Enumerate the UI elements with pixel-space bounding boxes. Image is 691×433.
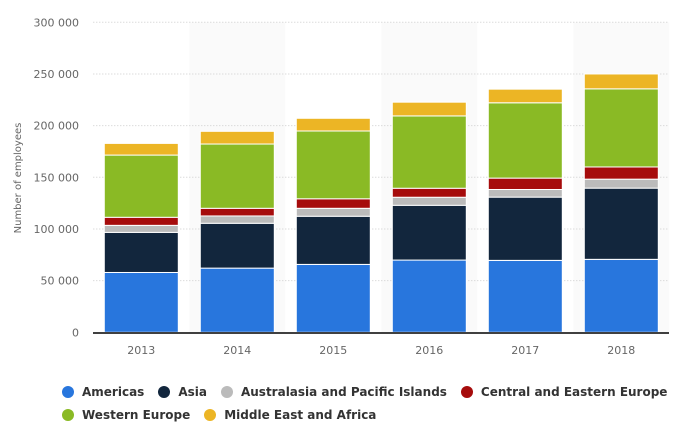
- legend-dot-icon: [220, 385, 233, 398]
- bar-segment-asia[interactable]: [295, 215, 371, 265]
- legend-item[interactable]: Central and Eastern Europe: [460, 384, 668, 399]
- bar-segment-americas[interactable]: [391, 259, 467, 333]
- bar-segment-middle-east-and-africa[interactable]: [199, 130, 275, 145]
- bar-segment-western-europe[interactable]: [583, 88, 659, 168]
- legend-dot-icon: [62, 385, 74, 398]
- bar-segment-middle-east-and-africa[interactable]: [487, 88, 563, 104]
- legend-label: Asia: [178, 384, 207, 399]
- bar-stack-2017: [487, 88, 563, 333]
- bar-segment-western-europe[interactable]: [295, 130, 371, 200]
- y-tick-label: 50 000: [41, 275, 80, 288]
- x-tick-label: 2016: [415, 344, 443, 357]
- bar-segment-australasia-and-pacific-islands[interactable]: [103, 224, 179, 233]
- bar-stack-2013: [103, 142, 179, 333]
- y-axis-title: Number of employees: [13, 123, 24, 234]
- legend-label: Central and Eastern Europe: [480, 384, 668, 399]
- bar-segment-americas[interactable]: [103, 271, 179, 333]
- bar-segment-australasia-and-pacific-islands[interactable]: [199, 215, 275, 224]
- y-tick-label: 300 000: [34, 16, 80, 29]
- x-tick-label: 2018: [607, 344, 635, 357]
- bar-segment-australasia-and-pacific-islands[interactable]: [295, 207, 371, 217]
- bar-segment-asia[interactable]: [103, 231, 179, 273]
- bar-segment-asia[interactable]: [487, 196, 563, 261]
- legend-dot-icon: [460, 385, 473, 398]
- legend-label: Middle East and Africa: [224, 407, 377, 422]
- legend-dot-icon: [158, 385, 171, 398]
- bar-segment-americas[interactable]: [487, 259, 563, 333]
- legend-item[interactable]: Americas: [62, 385, 144, 399]
- bar-segment-central-and-eastern-europe[interactable]: [391, 187, 467, 198]
- legend: Americas Asia Australasia and Pacific Isla…: [62, 380, 682, 426]
- bar-segment-central-and-eastern-europe[interactable]: [583, 166, 659, 180]
- bar-segment-australasia-and-pacific-islands[interactable]: [583, 178, 659, 189]
- bar-segment-asia[interactable]: [583, 187, 659, 260]
- legend-dot-icon: [62, 408, 74, 421]
- bar-segment-central-and-eastern-europe[interactable]: [487, 177, 563, 190]
- y-tick-label: 100 000: [34, 223, 80, 236]
- legend-item[interactable]: Asia: [158, 385, 207, 399]
- bar-segment-asia[interactable]: [391, 204, 467, 261]
- bar-segment-middle-east-and-africa[interactable]: [583, 73, 659, 90]
- bar-segment-australasia-and-pacific-islands[interactable]: [391, 196, 467, 206]
- gridlines: [93, 21, 670, 282]
- legend-item[interactable]: Middle East and Africa: [204, 408, 376, 422]
- bar-segment-middle-east-and-africa[interactable]: [391, 101, 467, 117]
- x-tick-label: 2015: [319, 344, 347, 357]
- legend-item[interactable]: Western Europe: [62, 408, 190, 422]
- bar-segment-australasia-and-pacific-islands[interactable]: [487, 188, 563, 198]
- x-tick-label: 2013: [127, 344, 155, 357]
- bar-stack-2018: [583, 73, 659, 333]
- y-tick-label: 0: [72, 326, 79, 339]
- bar-segment-americas[interactable]: [199, 267, 275, 333]
- legend-label: Western Europe: [82, 407, 191, 422]
- legend-row: Western Europe Middle East and Africa: [62, 403, 682, 426]
- bar-segment-central-and-eastern-europe[interactable]: [295, 198, 371, 209]
- y-tick-label: 250 000: [34, 68, 80, 81]
- bar-segment-middle-east-and-africa[interactable]: [295, 117, 371, 132]
- x-tick-label: 2014: [223, 344, 251, 357]
- legend-item[interactable]: Australasia and Pacific Islands: [220, 384, 447, 399]
- bar-segment-middle-east-and-africa[interactable]: [103, 142, 179, 156]
- bar-stack-2016: [391, 101, 467, 333]
- bar-segment-western-europe[interactable]: [391, 115, 467, 189]
- x-tick-label: 2017: [511, 344, 539, 357]
- bar-segment-western-europe[interactable]: [487, 102, 563, 179]
- legend-dot-icon: [204, 408, 217, 421]
- bar-segment-americas[interactable]: [583, 258, 659, 333]
- bar-stack-2014: [199, 130, 275, 333]
- bar-segment-central-and-eastern-europe[interactable]: [199, 207, 275, 217]
- bar-segment-western-europe[interactable]: [103, 154, 179, 218]
- bar-segment-western-europe[interactable]: [199, 143, 275, 209]
- x-axis-tick-labels: 2013 2014 2015 2016 2017 2018: [127, 344, 635, 357]
- bar-stack-2015: [295, 117, 371, 333]
- bar-segment-americas[interactable]: [295, 263, 371, 333]
- y-tick-label: 150 000: [34, 171, 80, 184]
- legend-label: Australasia and Pacific Islands: [240, 384, 447, 399]
- legend-row: Americas Asia Australasia and Pacific Isla…: [62, 380, 682, 403]
- y-tick-label: 200 000: [34, 120, 80, 133]
- bar-segment-asia[interactable]: [199, 222, 275, 269]
- stacked-bar-chart: 0 50 000 100 000 150 000 200 000 250 000 300 0…: [13, 16, 670, 357]
- bar-segment-central-and-eastern-europe[interactable]: [103, 216, 179, 226]
- bars: [103, 73, 659, 333]
- y-axis-tick-labels: 0 50 000 100 000 150 000 200 000 250 000 300 0…: [34, 16, 80, 339]
- legend-label: Americas: [82, 384, 145, 399]
